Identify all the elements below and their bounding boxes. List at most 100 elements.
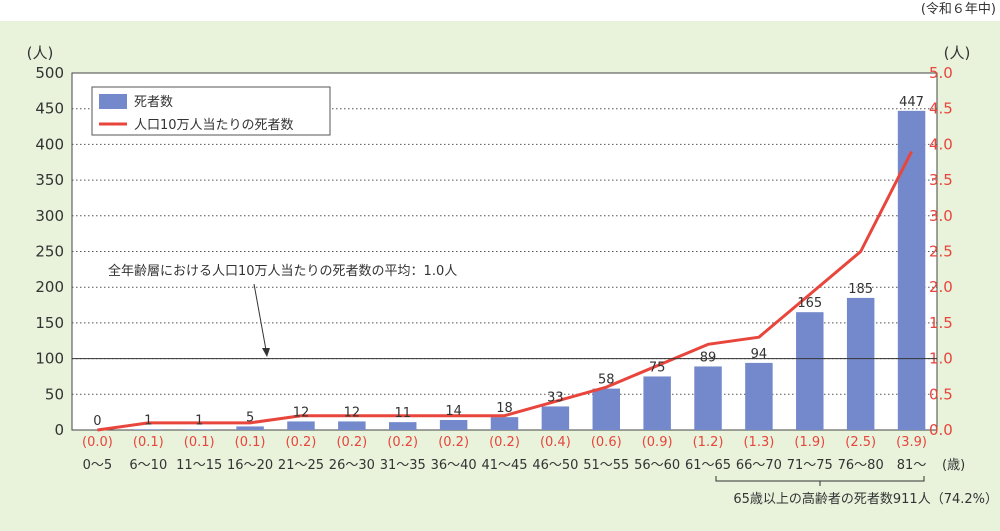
bar-value-label: 1 [144, 413, 152, 428]
category-label: 41～45 [481, 458, 527, 473]
bar [541, 406, 570, 430]
legend: 死者数 人口10万人当たりの死者数 [91, 86, 331, 136]
bar-value-label: 1 [195, 413, 203, 428]
y-right-tick-label: 3.0 [929, 207, 953, 225]
y-left-tick-label: 100 [35, 350, 64, 368]
category-label: 66～70 [736, 458, 782, 473]
bar [897, 110, 926, 430]
y-right-ticks: 0.0 0.5 1.0 1.5 2.0 2.5 3.0 3.5 4.0 4.5 5.0 [929, 64, 953, 439]
category-label: 26～30 [329, 458, 375, 473]
bar [185, 429, 213, 430]
y-left-tick-label: 250 [35, 243, 64, 261]
y-left-tick-label: 400 [35, 135, 64, 153]
bar [694, 366, 722, 430]
average-arrow-head [262, 348, 270, 357]
rate-label: (2.5) [845, 435, 876, 450]
legend-bar-label: 死者数 [134, 95, 173, 110]
category-label: 11～15 [176, 458, 222, 473]
category-labels: 0～5 6～10 11～15 16～20 21～25 26～30 31～35 36～40 41～… [83, 458, 927, 473]
y-left-unit: (人) [27, 44, 54, 62]
average-arrow-shaft [253, 283, 267, 351]
y-right-unit: (人) [944, 44, 971, 62]
legend-line-label: 人口10万人当たりの死者数 [134, 118, 294, 133]
rate-label: (0.6) [591, 435, 622, 450]
category-label: 31～35 [380, 458, 426, 473]
bar-value-label: 89 [700, 350, 717, 365]
category-label: 51～55 [583, 458, 629, 473]
y-right-tick-label: 3.5 [929, 171, 953, 189]
bar [796, 312, 824, 430]
bar-series [134, 110, 926, 430]
y-left-tick-label: 50 [45, 385, 64, 403]
bar-value-label: 185 [848, 282, 873, 297]
rate-label: (1.2) [693, 435, 724, 450]
rate-label: (0.0) [82, 435, 113, 450]
y-right-tick-label: 2.0 [929, 278, 953, 296]
bar-value-label: 94 [751, 347, 768, 362]
bar-value-label: 14 [445, 404, 462, 419]
y-right-tick-label: 1.0 [929, 350, 953, 368]
category-label: 46～50 [532, 458, 578, 473]
rate-label: (0.9) [642, 435, 673, 450]
y-left-tick-label: 500 [35, 64, 64, 82]
category-label: 76～80 [838, 458, 884, 473]
category-label: 6～10 [129, 458, 167, 473]
elderly-bracket: 65歳以上の高齢者の死者数911人（74.2%） [715, 476, 998, 507]
bar-value-label: 18 [496, 401, 513, 416]
rate-label: (0.2) [336, 435, 367, 450]
rate-label: (3.9) [896, 435, 927, 450]
y-left-tick-label: 0 [54, 421, 64, 439]
bar [846, 297, 875, 430]
rate-label: (1.3) [743, 435, 774, 450]
bar-value-label: 75 [649, 360, 666, 375]
y-right-tick-label: 0.5 [929, 385, 953, 403]
rate-line [97, 150, 913, 432]
bar-value-label: 0 [93, 414, 101, 429]
bar-value-label: 447 [899, 95, 924, 110]
bar-value-label: 5 [246, 410, 254, 425]
category-label: 16～20 [227, 458, 273, 473]
average-annotation: 全年齢層における人口10万人当たりの死者数の平均：1.0人 [72, 263, 937, 360]
category-label: 21～25 [278, 458, 324, 473]
rate-label: (0.4) [540, 435, 571, 450]
rate-label: (0.1) [235, 435, 266, 450]
x-unit: (歳) [942, 458, 965, 473]
bar [134, 429, 163, 430]
bar-value-label: 33 [547, 390, 564, 405]
legend-box [91, 86, 331, 136]
bar [745, 362, 773, 430]
bar-value-label: 12 [344, 405, 361, 420]
elderly-note: 65歳以上の高齢者の死者数911人（74.2%） [733, 491, 998, 507]
bar [388, 422, 417, 430]
bar [439, 420, 468, 430]
y-right-tick-label: 1.5 [929, 314, 953, 332]
bar-value-label: 165 [797, 296, 822, 311]
y-left-ticks: 0 50 100 150 200 250 300 350 400 450 500 [35, 64, 64, 439]
y-right-tick-label: 5.0 [929, 64, 953, 82]
category-label: 56～60 [634, 458, 680, 473]
y-left-tick-label: 150 [35, 314, 64, 332]
category-label: 81～ [897, 458, 927, 473]
rate-label: (1.9) [794, 435, 825, 450]
legend-bar-swatch [99, 94, 127, 109]
bar [338, 421, 366, 430]
bar [490, 417, 519, 430]
bar [236, 426, 264, 430]
average-label: 全年齢層における人口10万人当たりの死者数の平均：1.0人 [108, 263, 457, 279]
bar-value-label: 58 [598, 373, 615, 388]
y-left-tick-label: 450 [35, 100, 64, 118]
bar [643, 376, 671, 430]
rate-label: (0.2) [489, 435, 520, 450]
rate-label: (0.2) [438, 435, 469, 450]
bar-value-label: 12 [293, 405, 310, 420]
rate-label: (0.2) [286, 435, 317, 450]
y-right-tick-label: 0.0 [929, 421, 953, 439]
rate-label: (0.1) [184, 435, 215, 450]
rate-line-series [97, 150, 913, 432]
category-label: 36～40 [431, 458, 477, 473]
period-note: (令和６年中) [921, 2, 996, 17]
bar [287, 421, 315, 430]
category-label: 0～5 [83, 458, 113, 473]
